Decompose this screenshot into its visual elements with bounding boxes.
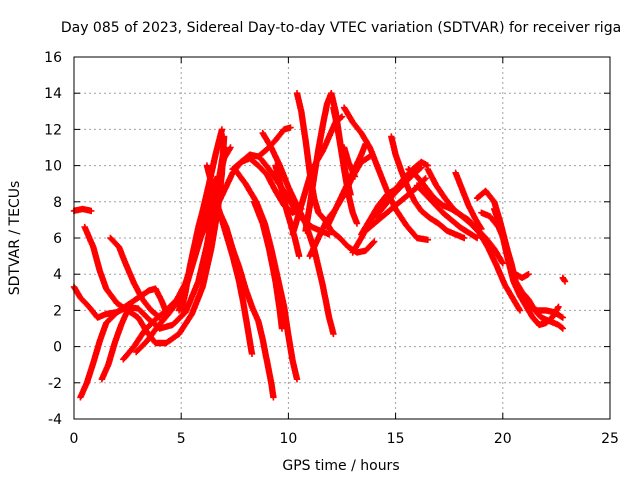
data-point-markers	[559, 274, 569, 285]
data-series-arc-24	[330, 104, 354, 198]
x-tick-label: 5	[177, 431, 186, 447]
y-tick-label: 2	[53, 303, 62, 319]
y-tick-label: 6	[53, 231, 62, 247]
x-tick-label: 25	[601, 431, 619, 447]
data-point-markers	[216, 209, 277, 401]
data-series-arc-4	[77, 285, 170, 401]
data-series-arc-12	[216, 209, 277, 401]
data-point-markers	[388, 133, 468, 242]
data-series-arc-5	[98, 307, 131, 383]
data-point-markers	[452, 169, 485, 233]
axis-ticks	[73, 56, 611, 420]
data-series-arc-40	[559, 274, 569, 285]
data-point-markers	[413, 182, 481, 242]
data-series-arc-31	[388, 133, 468, 242]
y-tick-label: 12	[44, 122, 62, 138]
data-series-arc-18	[272, 162, 303, 260]
y-tick-labels: -4 -2 0 2 4 6 8 10 12 14 16	[44, 50, 62, 428]
y-tick-label: -4	[48, 412, 62, 428]
data-series-arc-38	[491, 205, 562, 329]
data-series-arc-39	[512, 271, 532, 281]
data-points	[70, 90, 569, 401]
data-point-markers	[340, 104, 431, 243]
x-tick-label: 10	[279, 431, 297, 447]
data-series-arc-25	[340, 144, 359, 180]
y-axis-label: SDTVAR / TECUs	[7, 181, 23, 296]
data-series-arc-15	[250, 198, 286, 332]
x-tick-labels: 0 5 10 15 20 25	[70, 431, 619, 447]
data-point-markers	[250, 198, 286, 332]
y-tick-label: 16	[44, 50, 62, 66]
data-series-arc-17	[259, 129, 337, 338]
y-tick-label: 10	[44, 159, 62, 175]
x-tick-label: 15	[387, 431, 405, 447]
data-point-markers	[272, 162, 303, 260]
data-series-arc-6	[107, 234, 163, 321]
data-point-markers	[98, 307, 131, 383]
data-series-arc-36	[473, 187, 566, 321]
y-tick-label: -2	[48, 376, 62, 392]
y-tick-label: 8	[53, 195, 62, 211]
data-point-markers	[340, 144, 359, 180]
data-point-markers	[107, 234, 163, 321]
data-series-arc-34	[424, 166, 524, 314]
data-point-markers	[512, 271, 532, 281]
data-series-arc-33	[413, 182, 481, 242]
chart-title: Day 085 of 2023, Sidereal Day-to-day VTE…	[61, 20, 621, 36]
x-tick-label: 20	[494, 431, 512, 447]
data-point-markers	[473, 187, 566, 321]
data-point-markers	[491, 205, 562, 329]
data-point-markers	[424, 166, 524, 314]
x-axis-label: GPS time / hours	[282, 458, 399, 474]
y-tick-label: 0	[53, 340, 62, 356]
data-series-arc-26	[340, 104, 431, 243]
y-tick-label: 14	[44, 86, 62, 102]
data-point-markers	[330, 104, 354, 198]
data-series-arc-35	[452, 169, 485, 233]
data-point-markers	[77, 285, 170, 401]
y-tick-label: 4	[53, 267, 62, 283]
x-tick-label: 0	[70, 431, 79, 447]
data-point-markers	[259, 129, 337, 338]
